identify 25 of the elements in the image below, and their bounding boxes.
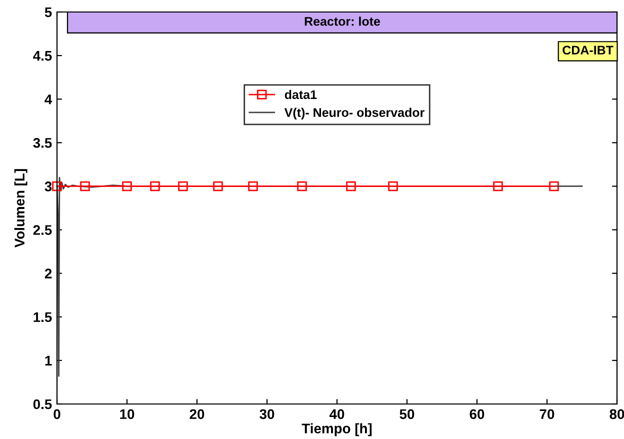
annotation: Reactor: lote xyxy=(304,16,380,26)
y-tick-label: 0.5 xyxy=(33,399,52,410)
y-tick-label: 2 xyxy=(44,268,52,278)
annotation: CDA-IBT xyxy=(562,46,614,55)
y-tick-label: 2.5 xyxy=(33,225,52,235)
y-tick-label: 1 xyxy=(45,356,52,366)
x-axis-title: Tiempo [h] xyxy=(302,423,372,436)
x-tick-label: 80 xyxy=(610,409,624,420)
x-tick-label: 40 xyxy=(329,409,344,420)
y-axis-title: Volumen [L] xyxy=(14,169,28,248)
y-tick-label: 3.5 xyxy=(33,138,52,148)
x-tick-label: 60 xyxy=(470,409,484,420)
x-tick-label: 20 xyxy=(190,409,204,420)
x-tick-label: 10 xyxy=(120,409,134,420)
x-tick-label: 0 xyxy=(54,409,60,420)
x-tick-label: 30 xyxy=(260,409,274,420)
legend-label: data1 xyxy=(284,90,317,100)
y-tick-label: 5 xyxy=(44,7,52,18)
x-tick-label: 50 xyxy=(400,409,414,420)
y-tick-label: 3 xyxy=(44,182,52,192)
y-tick-label: 4.5 xyxy=(33,51,52,61)
y-tick-label: 1.5 xyxy=(34,312,52,322)
y-tick-label: 4 xyxy=(44,94,52,104)
legend-label: V(t)- Neuro- observador xyxy=(284,108,424,120)
x-tick-label: 70 xyxy=(540,409,554,420)
